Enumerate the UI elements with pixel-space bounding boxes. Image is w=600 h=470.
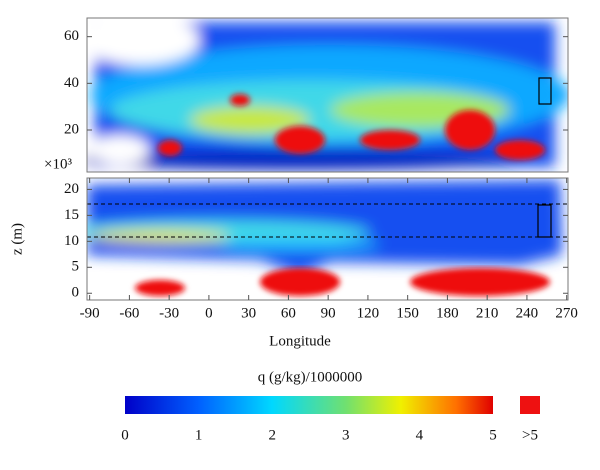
y-axis-label: z (m) (9, 223, 25, 255)
y-multiplier: ×10³ (44, 156, 72, 172)
x-tick-label: -30 (159, 305, 179, 321)
colorbar-tick-label: 2 (268, 427, 276, 443)
x-axis-label: Longitude (269, 333, 331, 349)
y-tick-label: 5 (72, 259, 80, 275)
y-tick-label: 20 (64, 121, 79, 137)
field-top (87, 18, 568, 170)
x-tick-label: 30 (241, 305, 256, 321)
colorbar-tick-label: 0 (121, 427, 129, 443)
y-tick-label: 20 (64, 181, 79, 197)
colorbar-tick-label: 3 (342, 427, 350, 443)
y-tick-label: 40 (64, 75, 79, 91)
x-tick-label: 90 (321, 305, 336, 321)
x-tick-label: -90 (80, 305, 100, 321)
y-tick-label: 0 (72, 285, 80, 301)
x-tick-label: -60 (119, 305, 139, 321)
y-tick-label: 10 (64, 233, 79, 249)
colorbar-title: q (g/kg)/1000000 (258, 369, 363, 385)
colorbar-over-label: >5 (522, 427, 538, 443)
axes-frame (86, 17, 569, 173)
x-tick-label: 60 (281, 305, 296, 321)
y-tick-label: 15 (64, 207, 79, 223)
colorbar-tick-label: 5 (489, 427, 497, 443)
x-tick-label: 0 (205, 305, 213, 321)
x-tick-label: 210 (476, 305, 499, 321)
colorbar (125, 396, 493, 414)
colorbar-tick-label: 1 (195, 427, 203, 443)
x-tick-label: 240 (516, 305, 539, 321)
y-tick-label: 60 (64, 28, 79, 44)
colorbar-over (520, 396, 540, 414)
x-tick-label: 270 (555, 305, 578, 321)
x-tick-label: 180 (436, 305, 459, 321)
x-tick-label: 120 (357, 305, 380, 321)
colorbar-tick-label: 4 (416, 427, 424, 443)
x-tick-label: 150 (396, 305, 419, 321)
field-bottom (87, 180, 568, 296)
axes-frame (86, 177, 569, 301)
